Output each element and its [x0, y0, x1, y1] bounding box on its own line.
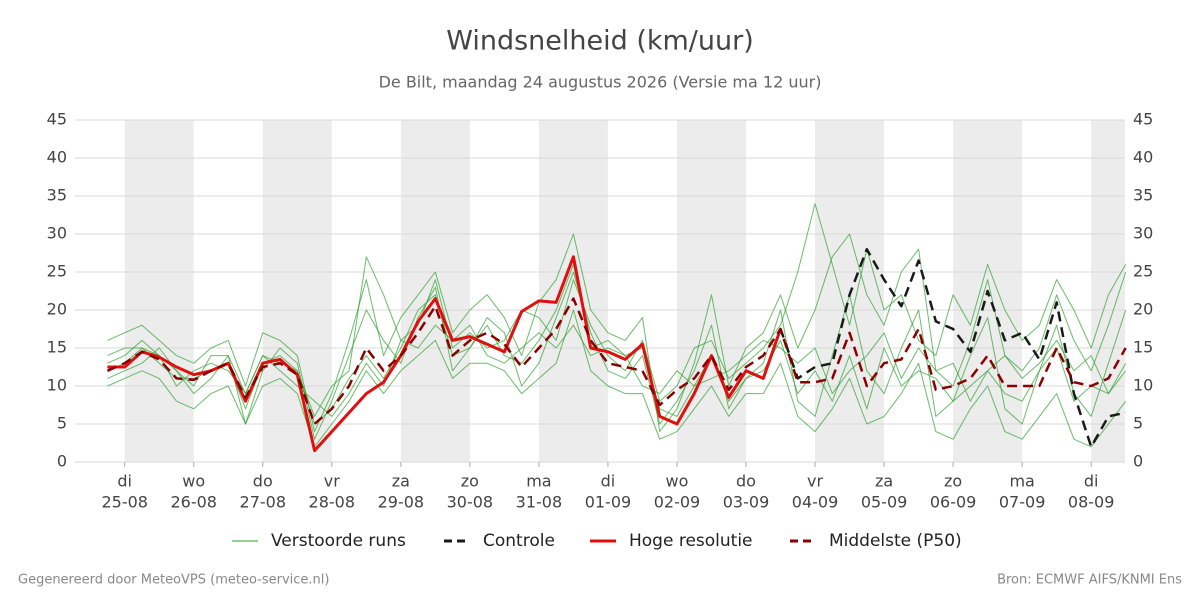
chart-title: Windsnelheid (km/uur)	[446, 26, 754, 57]
x-tick-date: 26-08	[170, 493, 217, 512]
x-tick-label: di	[117, 472, 132, 491]
ensemble-line	[107, 233, 1127, 433]
x-tick-date: 31-08	[516, 493, 563, 512]
x-tick-label: do	[736, 472, 756, 491]
x-tick-label: zo	[944, 472, 962, 491]
y-tick-label: 10	[47, 376, 67, 395]
x-tick-date: 01-09	[585, 493, 632, 512]
x-tick-label: wo	[182, 472, 205, 491]
x-tick-label: di	[1084, 472, 1099, 491]
y-tick-label: 0	[57, 452, 67, 471]
day-shade	[538, 120, 608, 462]
x-tick-date: 04-09	[792, 493, 839, 512]
day-shade	[262, 120, 332, 462]
y2-tick-label: 10	[1133, 376, 1153, 395]
ensemble-line	[107, 309, 1127, 448]
y-tick-label: 15	[47, 338, 67, 357]
series-line	[106, 297, 1127, 426]
x-tick-date: 06-09	[930, 493, 977, 512]
x-tick-date: 05-09	[861, 493, 908, 512]
ensemble-line	[107, 271, 1127, 440]
y2-tick-label: 0	[1133, 452, 1143, 471]
x-tick-date: 08-09	[1068, 493, 1115, 512]
x-tick-date: 02-09	[654, 493, 701, 512]
y-tick-label: 25	[47, 262, 67, 281]
x-tick-date: 28-08	[309, 493, 356, 512]
y2-tick-label: 20	[1133, 300, 1153, 319]
ensemble-line	[107, 203, 1127, 417]
y-tick-label: 5	[57, 414, 67, 433]
ensemble-line	[107, 324, 1127, 417]
y2-tick-label: 15	[1133, 338, 1153, 357]
y2-tick-label: 5	[1133, 414, 1143, 433]
x-tick-date: 30-08	[447, 493, 494, 512]
legend-label: Middelste (P50)	[829, 531, 962, 551]
x-tick-label: za	[875, 472, 893, 491]
day-shade	[815, 120, 885, 462]
x-tick-date: 29-08	[378, 493, 425, 512]
x-tick-date: 07-09	[999, 493, 1046, 512]
y2-tick-label: 35	[1133, 186, 1153, 205]
y2-tick-label: 40	[1133, 148, 1153, 167]
x-tick-label: ma	[526, 472, 551, 491]
x-tick-date: 27-08	[240, 493, 287, 512]
x-tick-label: zo	[461, 472, 479, 491]
legend-label: Hoge resolutie	[629, 531, 753, 551]
footer-left: Gegenereerd door MeteoVPS (meteo-service…	[18, 573, 329, 588]
x-tick-label: do	[253, 472, 273, 491]
y-tick-label: 40	[47, 148, 67, 167]
legend-label: Verstoorde runs	[271, 531, 406, 551]
x-tick-label: wo	[666, 472, 689, 491]
y2-tick-label: 25	[1133, 262, 1153, 281]
x-tick-date: 25-08	[101, 493, 148, 512]
y-tick-label: 35	[47, 186, 67, 205]
x-tick-date: 03-09	[723, 493, 770, 512]
y2-tick-label: 30	[1133, 224, 1153, 243]
y-tick-label: 45	[47, 110, 67, 129]
x-tick-label: vr	[324, 472, 340, 491]
y2-tick-label: 45	[1133, 110, 1153, 129]
day-shade	[124, 120, 194, 462]
footer-right: Bron: ECMWF AIFS/KNMI Ens	[997, 573, 1182, 588]
chart-subtitle: De Bilt, maandag 24 augustus 2026 (Versi…	[379, 73, 822, 92]
day-shade	[400, 120, 470, 462]
y-tick-label: 20	[47, 300, 67, 319]
y-tick-label: 30	[47, 224, 67, 243]
day-shade	[676, 120, 747, 462]
x-tick-label: za	[392, 472, 410, 491]
x-tick-label: di	[601, 472, 616, 491]
x-tick-label: ma	[1009, 472, 1034, 491]
x-tick-label: vr	[807, 472, 823, 491]
ensemble-line	[107, 263, 1127, 425]
legend-label: Controle	[483, 531, 555, 551]
